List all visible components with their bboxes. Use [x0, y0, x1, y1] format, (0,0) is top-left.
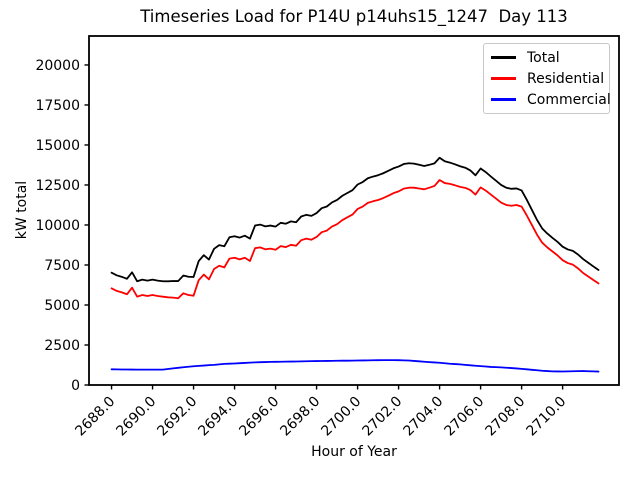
x-tick-label: 2692.0 — [154, 394, 200, 440]
legend-item-label: Residential — [527, 70, 605, 87]
x-tick-label: 2706.0 — [441, 394, 487, 440]
plot-frame — [88, 35, 620, 386]
y-tick-label: 2500 — [44, 338, 80, 354]
x-tick-label: 2698.0 — [277, 394, 323, 440]
legend-item-total: Total — [484, 47, 609, 68]
legend-item-label: Commercial — [527, 91, 611, 108]
x-tick-label: 2694.0 — [195, 394, 241, 440]
legend: Total Residential Commercial — [483, 43, 611, 114]
legend-item-label: Total — [527, 49, 560, 66]
y-tick-label: 5000 — [44, 298, 80, 314]
x-axis-label: Hour of Year — [311, 444, 397, 460]
y-tick-label: 15000 — [35, 138, 80, 154]
x-tick-label: 2696.0 — [236, 394, 282, 440]
y-tick-label: 17500 — [35, 98, 80, 114]
series-line-total — [110, 156, 600, 283]
total-line-swatch — [491, 56, 516, 59]
x-tick-label: 2708.0 — [482, 394, 528, 440]
x-tick-label: 2704.0 — [400, 394, 446, 440]
legend-item-residential: Residential — [484, 68, 609, 89]
y-axis-label: kW total — [14, 180, 30, 240]
series-line-commercial — [110, 359, 600, 373]
residential-line-swatch — [491, 77, 516, 80]
y-tick-label: 10000 — [35, 218, 80, 234]
y-tick-label: 20000 — [35, 58, 80, 74]
x-tick-label: 2700.0 — [318, 394, 364, 440]
x-tick-label: 2702.0 — [359, 394, 405, 440]
legend-item-commercial: Commercial — [484, 89, 611, 110]
x-tick-label: 2710.0 — [523, 394, 569, 440]
series-line-residential — [110, 179, 600, 300]
y-tick-label: 0 — [71, 378, 80, 394]
commercial-line-swatch — [491, 98, 516, 101]
y-tick-label: 12500 — [35, 178, 80, 194]
chart-title: Timeseries Load for P14U p14uhs15_1247 D… — [140, 7, 568, 26]
x-tick-label: 2688.0 — [72, 394, 118, 440]
x-tick-label: 2690.0 — [113, 394, 159, 440]
y-tick-label: 7500 — [44, 258, 80, 274]
